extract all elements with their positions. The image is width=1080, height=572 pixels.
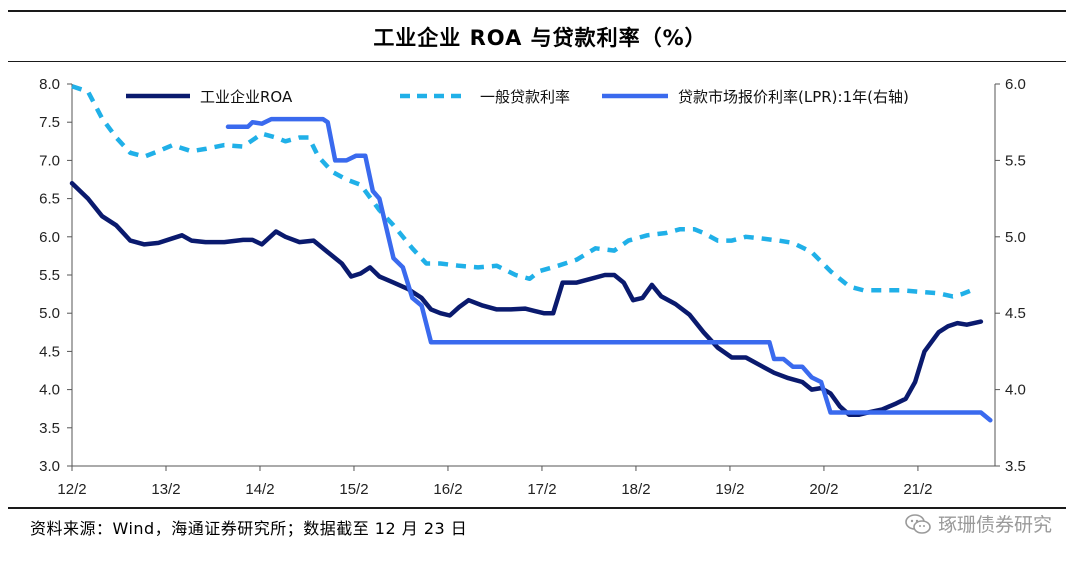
left-tick-label: 6.0 xyxy=(39,229,60,246)
left-tick-label: 6.5 xyxy=(39,191,60,208)
left-tick-label: 7.0 xyxy=(39,152,60,169)
left-tick-label: 3.5 xyxy=(39,420,60,437)
x-tick-label: 16/2 xyxy=(433,481,462,498)
left-tick-label: 5.5 xyxy=(39,267,60,284)
left-tick-label: 7.5 xyxy=(39,114,60,131)
left-tick-label: 5.0 xyxy=(39,305,60,322)
x-tick-label: 17/2 xyxy=(527,481,556,498)
source-note: 资料来源：Wind，海通证券研究所；数据截至 12 月 23 日 xyxy=(30,519,468,538)
chart-title: 工业企业 ROA 与贷款利率（%） xyxy=(373,26,707,50)
series-line-1 xyxy=(69,181,984,418)
legend-label-1: 工业企业ROA xyxy=(200,88,293,106)
left-tick-label: 4.5 xyxy=(39,343,60,360)
left-tick-label: 3.0 xyxy=(39,458,60,475)
left-tick-label: 8.0 xyxy=(39,76,60,93)
watermark-text: 琢珊债券研究 xyxy=(937,514,1052,536)
x-tick-label: 13/2 xyxy=(151,481,180,498)
x-tick-label: 18/2 xyxy=(621,481,650,498)
x-tick-label: 20/2 xyxy=(809,481,838,498)
x-tick-label: 15/2 xyxy=(339,481,368,498)
watermark: 琢珊债券研究 xyxy=(904,510,1052,537)
top-rule xyxy=(8,10,1066,12)
series-line-3 xyxy=(225,116,993,423)
right-tick-label: 3.5 xyxy=(1005,458,1026,475)
x-tick-label: 14/2 xyxy=(245,481,274,498)
x-tick-label: 12/2 xyxy=(57,481,86,498)
title-divider xyxy=(8,61,1066,62)
right-tick-label: 5.0 xyxy=(1005,229,1026,246)
left-tick-label: 4.0 xyxy=(39,382,60,399)
legend-label-2: 一般贷款利率 xyxy=(480,88,570,106)
footer-rule xyxy=(8,507,1066,509)
right-tick-label: 6.0 xyxy=(1005,76,1026,93)
right-tick-label: 4.5 xyxy=(1005,305,1026,322)
right-tick-label: 5.5 xyxy=(1005,152,1026,169)
series-line-2 xyxy=(71,84,973,299)
x-tick-label: 19/2 xyxy=(715,481,744,498)
right-tick-label: 4.0 xyxy=(1005,382,1026,399)
x-tick-label: 21/2 xyxy=(903,481,932,498)
wechat-icon xyxy=(905,513,931,534)
legend-label-3: 贷款市场报价利率(LPR):1年(右轴) xyxy=(678,88,909,106)
